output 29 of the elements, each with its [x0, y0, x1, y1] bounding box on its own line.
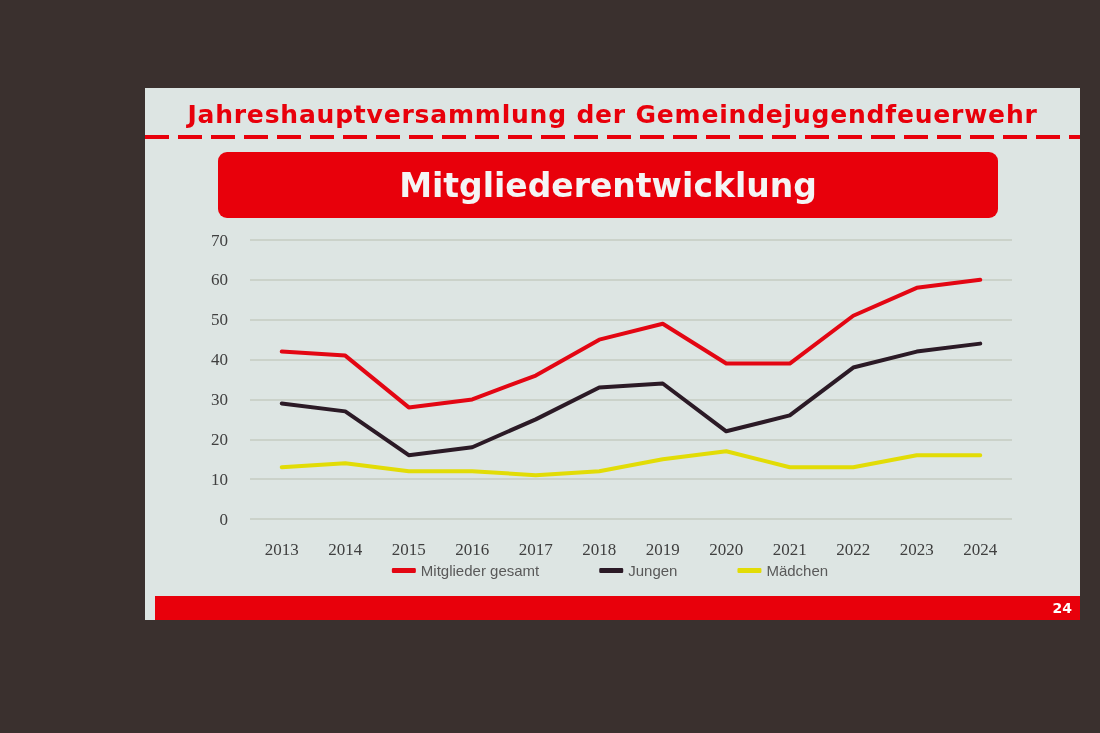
- y-tick-label: 60: [211, 270, 228, 290]
- legend-label: Jungen: [628, 562, 678, 579]
- x-tick-label: 2013: [264, 540, 299, 559]
- y-tick-label: 70: [211, 230, 228, 250]
- y-tick-label: 40: [211, 350, 228, 370]
- legend-label: Mädchen: [766, 562, 829, 579]
- text: 24: [1052, 599, 1072, 617]
- x-tick-label: 2016: [455, 540, 490, 559]
- x-tick-label: 2022: [836, 540, 871, 559]
- x-tick-label: 2018: [582, 540, 617, 559]
- y-tick-label: 30: [211, 389, 228, 409]
- line-series: [279, 277, 983, 410]
- chart-title: Jahreshauptversammlung der Gemeindejugendfeuerwehr: [185, 100, 1039, 129]
- legend-label: Mitglieder gesamt: [420, 562, 541, 579]
- x-tick-label: 2020: [709, 540, 744, 559]
- line-series: [279, 449, 983, 478]
- line-series: [279, 341, 983, 458]
- x-tick-label: 2017: [518, 540, 554, 559]
- x-tick-label: 2015: [391, 540, 426, 559]
- x-tick-label: 2014: [328, 540, 363, 559]
- y-tick-label: 10: [211, 469, 228, 489]
- chart-subtitle: Mitgliederentwicklung: [218, 152, 998, 218]
- y-tick-label: 20: [211, 429, 228, 449]
- y-tick-label: 50: [211, 310, 228, 330]
- y-tick-label: 0: [219, 509, 228, 529]
- x-tick-label: 2023: [899, 540, 934, 559]
- x-tick-label: 2021: [772, 540, 807, 559]
- x-tick-label: 2019: [645, 540, 680, 559]
- x-tick-label: 2024: [963, 540, 998, 559]
